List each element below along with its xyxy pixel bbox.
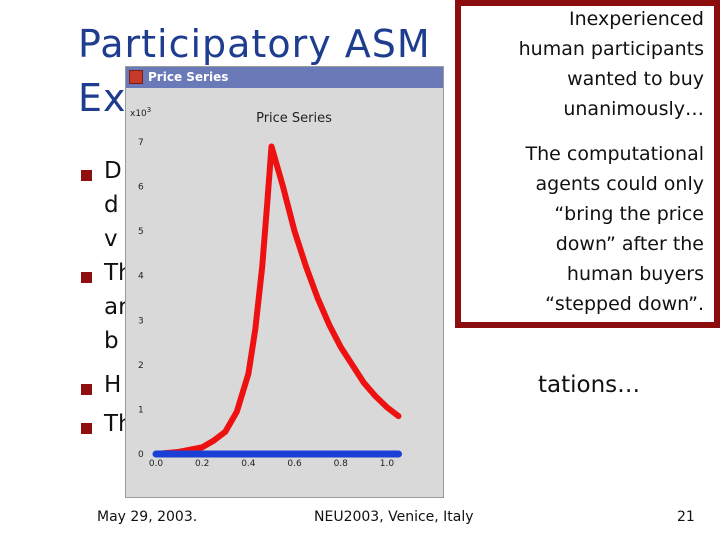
callout-line: human participants (518, 38, 704, 60)
callout-line: agents could only (535, 173, 704, 195)
slide-title-line-2: Ex (78, 76, 127, 120)
bullet-1-line-3: v (104, 226, 118, 252)
bullet-marker (81, 272, 92, 283)
price-series-window[interactable]: Price Series Price Series x103 P x103 01… (125, 66, 444, 498)
y-tick-label: 4 (138, 272, 144, 282)
callout-box: Inexperienced human participants wanted to… (455, 0, 720, 328)
window-title: Price Series (148, 70, 229, 84)
callout-line: wanted to buy (567, 68, 704, 90)
y-tick-label: 0 (138, 450, 144, 460)
slide-title-line-1: Participatory ASM (78, 22, 431, 66)
footer-page-number: 21 (677, 509, 695, 525)
bullet-3-line-1: H (104, 372, 122, 398)
bullet-1-line-1: D (104, 158, 122, 184)
price-line-red (153, 143, 402, 457)
bullet-marker (81, 423, 92, 434)
callout-line: unanimously… (563, 98, 704, 120)
y-tick-label: 3 (138, 316, 144, 326)
app-icon (129, 70, 143, 84)
bullet-1-line-2: d (104, 192, 119, 218)
callout-line: “bring the price (554, 203, 704, 225)
callout-line: human buyers (566, 263, 704, 285)
y-tick-label: 1 (138, 405, 144, 415)
bullet-marker (81, 170, 92, 181)
callout-line: The computational (525, 143, 704, 165)
bullet-2-line-3: b (104, 328, 119, 354)
y-axis-exponent: x103 (130, 106, 151, 119)
x-tick-label: 0.2 (195, 459, 209, 469)
callout-line: down” after the (555, 233, 704, 255)
y-tick-label: 7 (138, 138, 144, 148)
y-tick-label: 2 (138, 361, 144, 371)
y-tick-label: 6 (138, 183, 144, 193)
x-tick-label: 1.0 (380, 459, 395, 469)
bullet-2-line-2: ar (104, 294, 128, 320)
footer-venue: NEU2003, Venice, Italy (314, 509, 474, 525)
bullet-marker (81, 384, 92, 395)
callout-line: “stepped down”. (545, 293, 704, 315)
x-tick-label: 0.6 (287, 459, 302, 469)
x-tick-label: 0.0 (149, 459, 164, 469)
x-tick-label: 0.8 (334, 459, 349, 469)
callout-line: Inexperienced (568, 8, 704, 30)
bullet-3-line-tail: tations… (538, 372, 641, 398)
x-tick-label: 0.4 (241, 459, 256, 469)
chart-title: Price Series (256, 111, 332, 126)
y-tick-label: 5 (138, 227, 144, 237)
footer-date: May 29, 2003. (97, 509, 198, 525)
window-titlebar[interactable]: Price Series (126, 67, 443, 88)
